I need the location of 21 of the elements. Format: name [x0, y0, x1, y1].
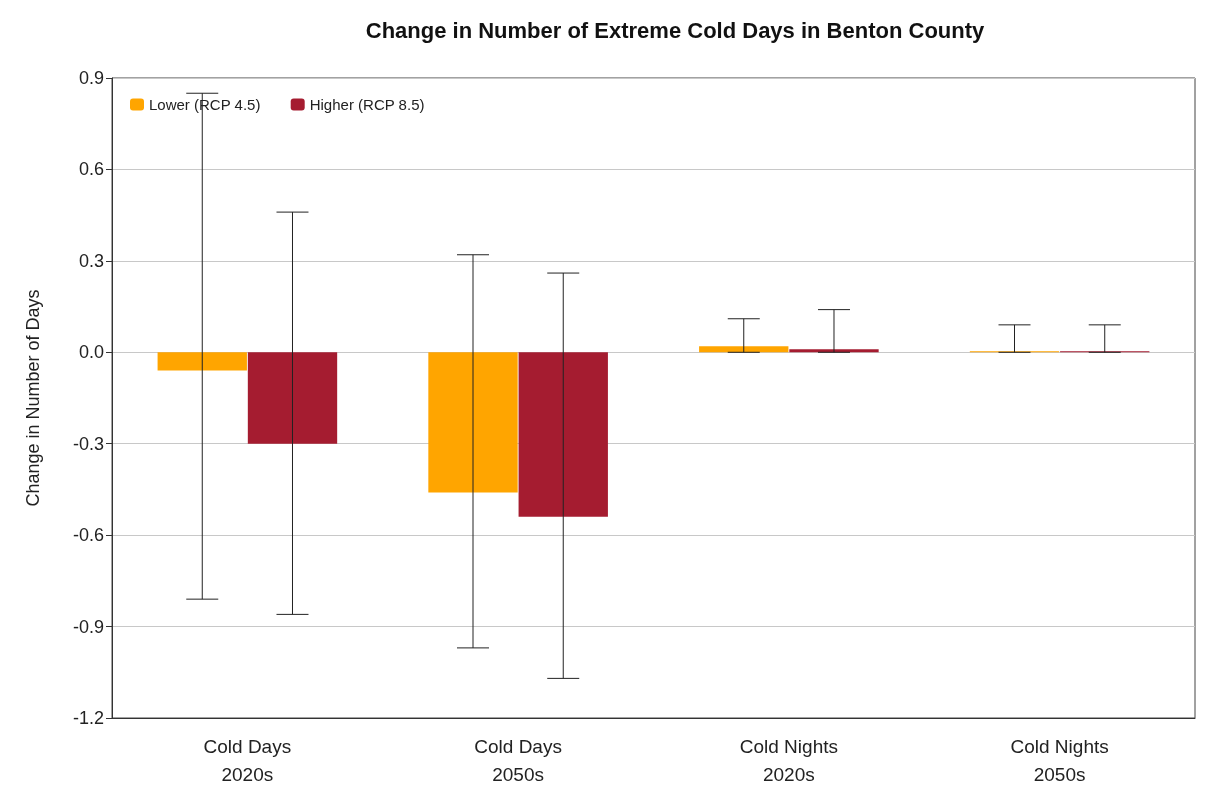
x-tick-label: Cold Nights 2050s [1010, 735, 1109, 785]
y-tick-label: -1.2 [72, 708, 104, 728]
bar [428, 352, 518, 493]
bar [789, 349, 879, 353]
y-tick-label: 0.0 [78, 342, 104, 363]
y-tick-label: 0.6 [78, 159, 104, 180]
bar [247, 352, 338, 444]
y-tick-label: 0.3 [78, 250, 104, 271]
y-tick-label: -0.6 [72, 525, 104, 546]
x-tick-label: Cold Days 2020s [203, 735, 292, 785]
y-axis-title: Change in Number of Days [23, 289, 43, 507]
x-tick-label: Cold Days 2050s [474, 735, 562, 785]
bar [157, 352, 247, 371]
x-tick-label: Cold Nights 2020s [739, 735, 838, 785]
legend-label: Higher (RCP 8.5) [309, 96, 425, 113]
bar [518, 352, 608, 517]
chart-title: Change in Number of Extreme Cold Days in Benton County [365, 17, 986, 43]
bar [699, 346, 789, 353]
y-tick-label: -0.9 [72, 616, 104, 637]
y-tick-label: 0.9 [78, 68, 104, 88]
y-tick-label: -0.3 [72, 433, 104, 454]
